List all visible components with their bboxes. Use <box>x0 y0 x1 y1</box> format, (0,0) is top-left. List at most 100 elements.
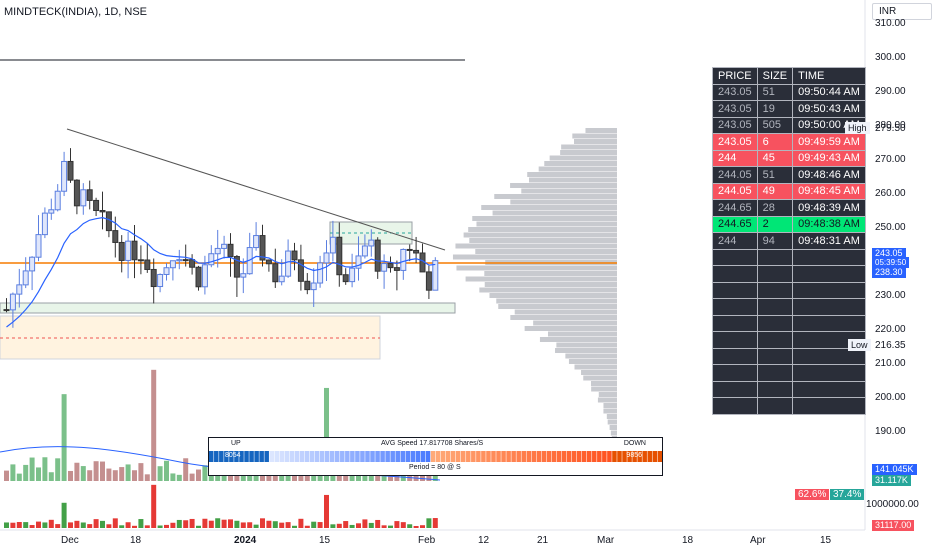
volume-profile-bar <box>524 326 617 331</box>
volume-bar <box>202 465 208 481</box>
tape-size: 505 <box>756 116 794 134</box>
speed-gradient-bar <box>209 451 662 462</box>
volume-bar <box>16 473 22 481</box>
time-tick: 15 <box>319 535 331 546</box>
speed-segment <box>551 451 557 462</box>
tape-empty-row <box>712 248 866 266</box>
tape-empty-row <box>712 364 866 382</box>
delta-bar <box>36 521 41 528</box>
candle-body <box>201 264 208 288</box>
time-tick: Apr <box>750 535 766 546</box>
tape-size: 2 <box>756 215 794 233</box>
tape-empty-row <box>712 265 866 283</box>
tape-time: 09:49:43 AM <box>792 149 866 167</box>
volume-bar <box>132 470 137 481</box>
countdown-tag: 05:39:50 <box>872 257 910 268</box>
delta-bar <box>125 522 131 528</box>
tape-price: 243.05 <box>712 116 758 134</box>
col-time: TIME <box>792 67 866 85</box>
speed-segment <box>259 451 264 462</box>
volume-profile-bar <box>556 342 617 348</box>
candle-body <box>291 250 298 261</box>
speed-segment <box>622 451 627 462</box>
volume-profile-bar <box>476 221 617 227</box>
price-tick: 190.00 <box>875 426 906 437</box>
tape-size: 19 <box>756 100 794 118</box>
delta-bar <box>400 522 406 528</box>
volume-profile-bar <box>609 425 617 430</box>
tape-row: 243.05 6 09:49:59 AM <box>712 133 866 151</box>
delta-bar <box>106 524 112 528</box>
speed-segment <box>445 451 451 462</box>
delta-bar <box>362 519 368 528</box>
delta-bar <box>189 518 195 528</box>
symbol-title[interactable]: MINDTECK(INDIA), 1D, NSE <box>4 6 148 18</box>
speed-segment <box>647 451 652 462</box>
tape-price: 244.05 <box>712 182 758 200</box>
volume-profile-bar <box>606 414 617 419</box>
speed-segment <box>395 451 400 462</box>
price-tick: 210.00 <box>875 358 906 369</box>
speed-segment <box>335 451 340 462</box>
speed-segment <box>289 451 295 462</box>
delta-bar <box>138 519 144 528</box>
tape-row: 244 94 09:48:31 AM <box>712 232 866 250</box>
volume-axis-tick: 1000000.00 <box>866 499 919 510</box>
delta-bar <box>23 522 29 528</box>
volume-bar <box>125 464 131 481</box>
volume-profile-bar <box>463 232 617 238</box>
delta-bar <box>311 521 317 528</box>
speed-segment <box>390 451 395 462</box>
volume-tag-2: 31.117K <box>872 475 911 486</box>
speed-segment <box>294 451 300 462</box>
volume-bar <box>157 466 163 481</box>
price-tick: 260.00 <box>875 188 906 199</box>
tape-price: 243.05 <box>712 83 758 101</box>
volume-tag-3: 31117.00 <box>872 520 915 531</box>
delta-bar <box>16 522 22 528</box>
speed-segment <box>380 451 385 462</box>
volume-profile-bar <box>583 375 617 381</box>
delta-bar <box>176 519 182 528</box>
speed-segment <box>506 451 511 462</box>
volume-bar <box>36 467 41 481</box>
candle-body <box>86 189 93 201</box>
speed-segment <box>360 451 365 462</box>
speed-segment <box>385 451 390 462</box>
volume-profile-bar <box>494 194 617 199</box>
tape-row: 243.05 505 09:50:00 AM <box>712 116 866 134</box>
candle-body <box>54 190 61 211</box>
delta-bar <box>228 519 233 528</box>
delta-bar <box>170 522 176 528</box>
speed-segment <box>244 451 249 462</box>
speed-segment <box>455 451 461 462</box>
tape-size: 6 <box>756 133 794 151</box>
speed-segment <box>254 451 259 462</box>
candle-body <box>233 256 240 278</box>
col-size: SIZE <box>756 67 794 85</box>
tape-empty-row <box>712 298 866 316</box>
candle-body <box>259 235 266 261</box>
tape-row: 244.65 28 09:48:39 AM <box>712 199 866 217</box>
tape-time: 09:48:39 AM <box>792 199 866 217</box>
delta-bar <box>112 518 118 528</box>
volume-profile-bar <box>456 265 617 271</box>
volume-profile-bar <box>481 205 617 210</box>
volume-profile-bar <box>610 430 617 436</box>
speed-segment <box>214 451 219 462</box>
volume-bar <box>112 470 118 481</box>
candle-body <box>432 260 439 291</box>
price-tick: 250.00 <box>875 222 906 233</box>
volume-profile-bar <box>597 397 617 403</box>
speed-segment <box>546 451 552 462</box>
tape-empty-row <box>712 281 866 299</box>
speed-up-value: 8054 <box>225 452 241 459</box>
speed-period-label: Period = 80 @ S <box>409 464 461 471</box>
ema-tag: 238.30 <box>872 267 906 278</box>
tape-size: 45 <box>756 149 794 167</box>
delta-bar <box>42 522 48 528</box>
volume-profile-bar <box>496 298 617 304</box>
volume-bar <box>42 457 48 481</box>
volume-profile-bar <box>533 320 617 326</box>
